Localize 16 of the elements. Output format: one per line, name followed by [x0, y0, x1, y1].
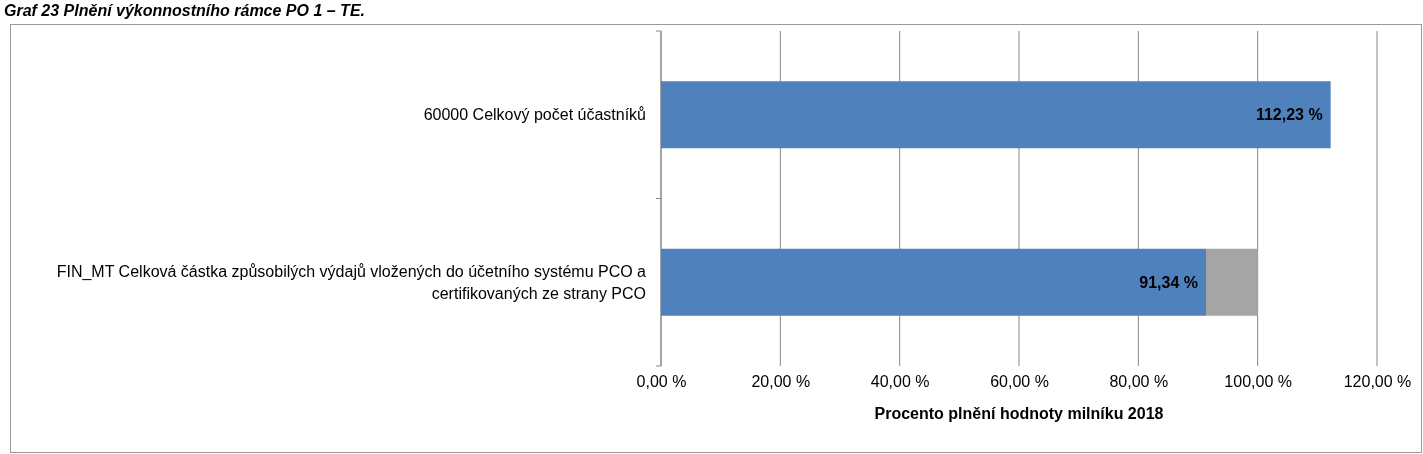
- x-tick-label: 80,00 %: [1109, 373, 1169, 391]
- data-label: 91,34 %: [1139, 273, 1198, 291]
- text: Graf 23 Plnění výkonnostního rámce PO 1 – TE.: [4, 2, 365, 19]
- x-axis-title: Procento plnění hodnoty milníku 2018: [874, 405, 1164, 422]
- bar: [661, 248, 1206, 316]
- x-tick-label: 20,00 %: [751, 373, 811, 391]
- x-tick-label: 40,00 %: [870, 373, 930, 391]
- y-tick-label: 60000 Celkový počet účastníků: [423, 106, 646, 124]
- data-label: 112,23 %: [1255, 106, 1323, 124]
- bar: [1206, 248, 1258, 316]
- y-tick-label: FIN_MT Celková částka způsobilých výdajů vložených do účetního systému PCO a certifikovaných ze strany PCO: [56, 262, 647, 302]
- x-tick-label: 120,00 %: [1343, 373, 1412, 391]
- bar: [661, 81, 1331, 149]
- x-tick-label: 100,00 %: [1224, 373, 1292, 391]
- x-tick-label: 60,00 %: [990, 373, 1049, 391]
- x-tick-label: 0,00 %: [636, 373, 687, 391]
